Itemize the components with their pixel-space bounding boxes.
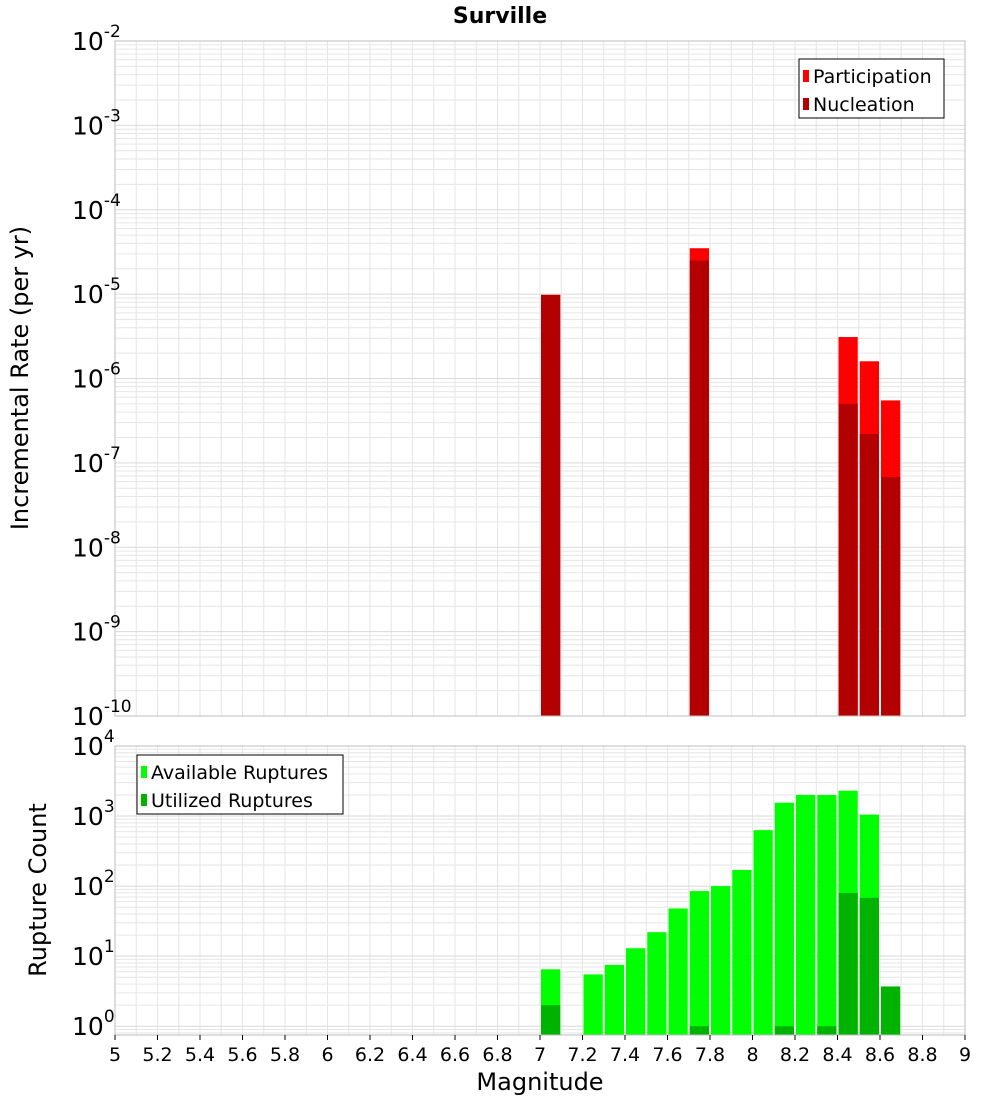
available-ruptures-bar bbox=[626, 948, 646, 1035]
x-tick-label: 6.4 bbox=[397, 1044, 427, 1066]
top-legend: Participation Nucleation bbox=[798, 58, 945, 119]
top-y-axis-label: Incremental Rate (per yr) bbox=[6, 226, 34, 530]
x-axis-ticks: 5 5.2 5.4 5.6 5.8 6 6.2 6.4 6.6 6.8 7 7.2 7.4 7.6 7.8 8… bbox=[109, 1035, 971, 1066]
top-ytick-label: 10-10 bbox=[72, 697, 132, 731]
utilized-ruptures-bar bbox=[838, 892, 858, 1035]
x-axis-label: Magnitude bbox=[476, 1068, 603, 1096]
available-ruptures-bar bbox=[732, 869, 752, 1035]
top-legend-swatch bbox=[803, 70, 809, 82]
x-tick-label: 9 bbox=[959, 1044, 971, 1066]
nucleation-bar bbox=[859, 433, 879, 716]
bottom-legend: Available Ruptures Utilized Ruptures bbox=[136, 754, 344, 815]
bottom-legend-label: Available Ruptures bbox=[151, 762, 328, 784]
top-ytick-label: 10-3 bbox=[72, 106, 121, 140]
available-ruptures-bar bbox=[774, 802, 794, 1035]
bottom-ytick-label: 103 bbox=[72, 797, 115, 831]
x-tick-label: 8.4 bbox=[822, 1044, 852, 1066]
x-tick-label: 7.4 bbox=[610, 1044, 640, 1066]
bottom-ytick-label: 104 bbox=[72, 727, 115, 761]
top-ytick-label: 10-8 bbox=[72, 528, 121, 562]
x-tick-label: 6.8 bbox=[482, 1044, 512, 1066]
x-tick-label: 8 bbox=[746, 1044, 758, 1066]
bottom-legend-swatch bbox=[141, 766, 147, 778]
available-ruptures-bar bbox=[711, 886, 731, 1035]
x-tick-label: 7 bbox=[534, 1044, 546, 1066]
top-ytick-label: 10-9 bbox=[72, 613, 121, 647]
nucleation-bar bbox=[689, 260, 709, 716]
top-plot-incremental-rate: 10-10 10-9 10-8 10-7 10-6 10-5 10-4 10-3 10-2 In… bbox=[6, 22, 966, 731]
available-ruptures-bar bbox=[647, 932, 667, 1035]
x-tick-label: 5.6 bbox=[227, 1044, 257, 1066]
x-tick-label: 8.2 bbox=[780, 1044, 810, 1066]
x-tick-label: 8.8 bbox=[907, 1044, 937, 1066]
top-ytick-label: 10-6 bbox=[72, 360, 121, 394]
utilized-ruptures-bar bbox=[689, 1026, 709, 1035]
utilized-ruptures-bar bbox=[881, 986, 901, 1035]
top-ytick-label: 10-4 bbox=[72, 191, 121, 225]
utilized-ruptures-bar bbox=[541, 1005, 561, 1035]
top-plot-bars bbox=[541, 248, 901, 717]
x-tick-label: 5 bbox=[109, 1044, 121, 1066]
bottom-ytick-label: 100 bbox=[72, 1007, 115, 1041]
utilized-ruptures-bar bbox=[817, 1026, 837, 1035]
nucleation-bar bbox=[881, 477, 901, 716]
x-tick-label: 6.2 bbox=[355, 1044, 385, 1066]
nucleation-bar bbox=[541, 294, 561, 716]
top-ytick-label: 10-2 bbox=[72, 22, 121, 56]
available-ruptures-bar bbox=[583, 974, 603, 1035]
x-tick-label: 6.6 bbox=[440, 1044, 470, 1066]
bottom-y-axis-label: Rupture Count bbox=[24, 803, 52, 977]
bottom-legend-label: Utilized Ruptures bbox=[151, 790, 313, 812]
nucleation-bar bbox=[838, 403, 858, 716]
x-tick-label: 5.2 bbox=[142, 1044, 172, 1066]
chart-title: Surville bbox=[453, 4, 547, 29]
top-legend-box bbox=[798, 58, 945, 119]
bottom-legend-swatch bbox=[141, 794, 147, 806]
bottom-ytick-label: 101 bbox=[72, 937, 115, 971]
x-tick-label: 5.8 bbox=[270, 1044, 300, 1066]
available-ruptures-bar bbox=[689, 891, 709, 1035]
x-tick-label: 6 bbox=[321, 1044, 333, 1066]
top-plot-y-ticks: 10-10 10-9 10-8 10-7 10-6 10-5 10-4 10-3 10-2 bbox=[72, 22, 132, 731]
bottom-plot-rupture-count: 100 101 102 103 104 Rupture Count Available … bbox=[24, 727, 971, 1066]
top-legend-swatch bbox=[803, 98, 809, 110]
available-ruptures-bar bbox=[796, 794, 816, 1035]
available-ruptures-bar bbox=[604, 964, 624, 1035]
x-tick-label: 7.2 bbox=[567, 1044, 597, 1066]
bottom-legend-box bbox=[136, 754, 344, 815]
x-tick-label: 5.4 bbox=[185, 1044, 215, 1066]
x-tick-label: 7.6 bbox=[652, 1044, 682, 1066]
top-ytick-label: 10-7 bbox=[72, 444, 121, 478]
bottom-plot-y-ticks: 100 101 102 103 104 bbox=[72, 727, 115, 1041]
top-plot-gridlines bbox=[114, 40, 966, 717]
utilized-ruptures-bar bbox=[859, 897, 879, 1035]
top-plot-frame bbox=[114, 40, 966, 717]
utilized-ruptures-bar bbox=[774, 1026, 794, 1035]
top-ytick-label: 10-5 bbox=[72, 275, 121, 309]
top-legend-label: Nucleation bbox=[813, 94, 915, 116]
available-ruptures-bar bbox=[817, 794, 837, 1035]
bottom-plot-bars bbox=[541, 790, 901, 1035]
top-legend-label: Participation bbox=[813, 66, 932, 88]
available-ruptures-bar bbox=[668, 908, 688, 1035]
x-tick-label: 7.8 bbox=[695, 1044, 725, 1066]
x-tick-label: 8.6 bbox=[865, 1044, 895, 1066]
available-ruptures-bar bbox=[753, 830, 773, 1035]
bottom-ytick-label: 102 bbox=[72, 867, 115, 901]
